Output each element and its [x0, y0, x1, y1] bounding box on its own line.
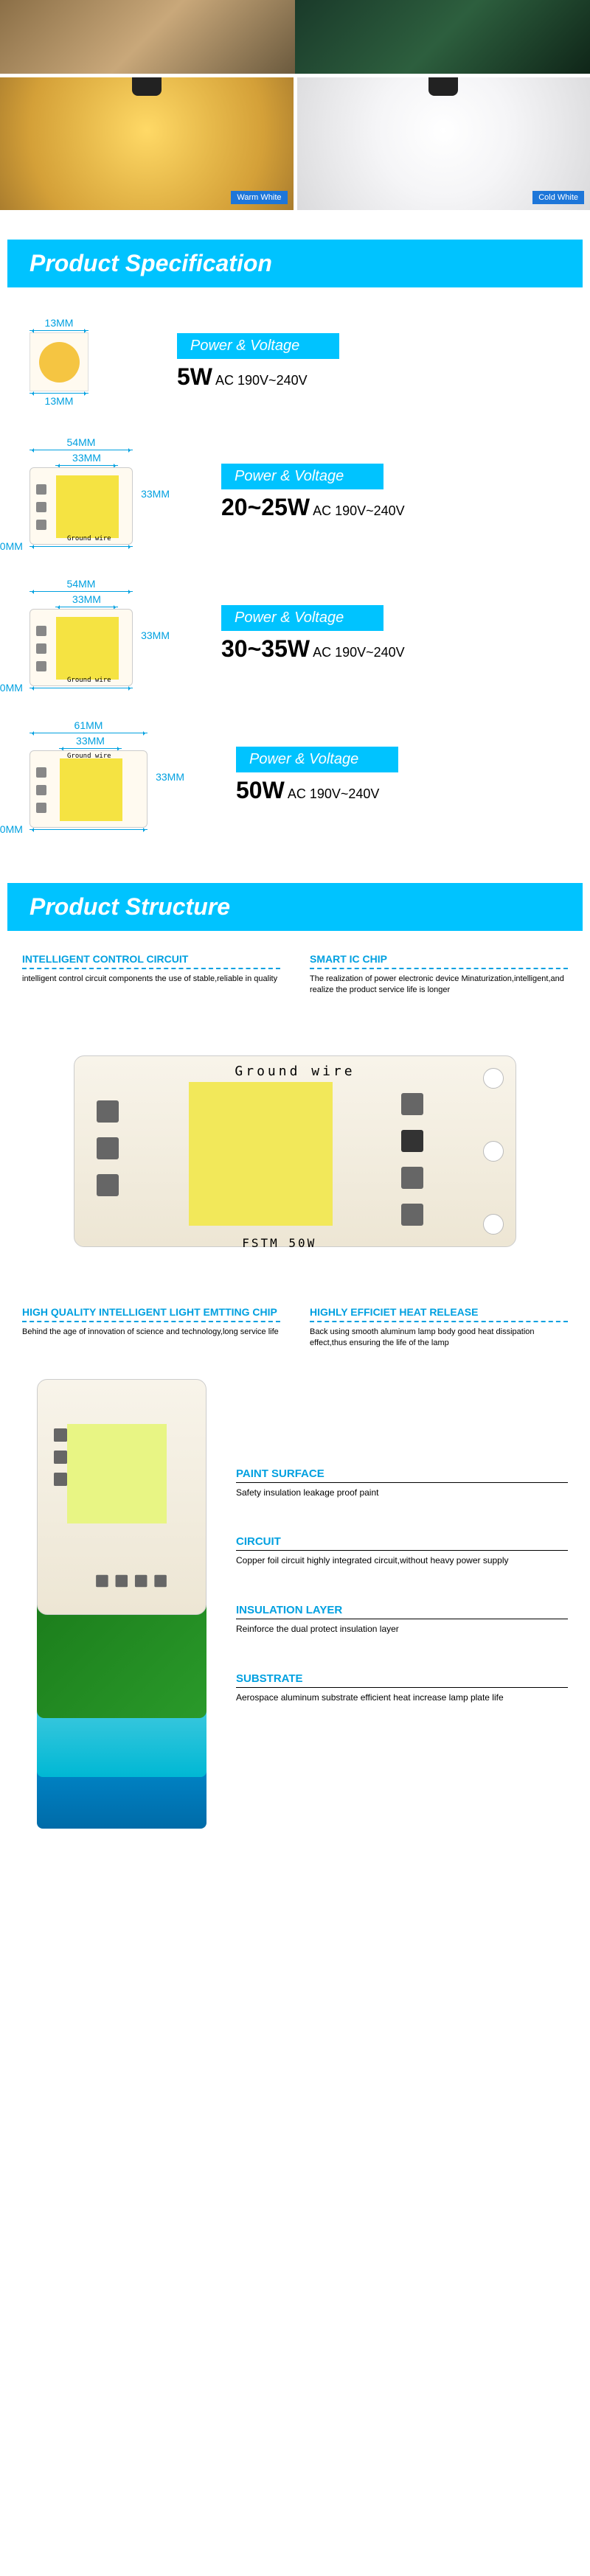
pv-header: Power & Voltage: [221, 605, 384, 631]
layer-title: CIRCUIT: [236, 1535, 568, 1551]
layer-labels: PAINT SURFACE Safety insulation leakage …: [236, 1379, 568, 1829]
dim-height: 13MM: [45, 395, 74, 407]
lamp-icon: [428, 77, 458, 96]
callout-text: Back using smooth aluminum lamp body goo…: [310, 1327, 568, 1350]
callouts-bottom: HIGH QUALITY INTELLIGENT LIGHT EMTTING C…: [0, 1306, 590, 1350]
dim-inner-w: 33MM: [72, 452, 101, 464]
callout-title: HIGH QUALITY INTELLIGENT LIGHT EMTTING C…: [22, 1306, 280, 1322]
callouts-top: INTELLIGENT CONTROL CIRCUIT intelligent …: [0, 953, 590, 996]
layer-substrate: SUBSTRATE Aerospace aluminum substrate e…: [236, 1672, 568, 1704]
dim-outer-w: 54MM: [67, 578, 96, 590]
chip-35w-diagram: 54MM 33MM Ground wire 33MM 40MM: [30, 578, 133, 690]
dim-inner-h: 33MM: [156, 771, 184, 783]
power-voltage-35w: Power & Voltage 30~35W AC 190V~240V: [162, 605, 560, 663]
cold-white-label: Cold White: [532, 191, 584, 204]
hero-bridge: [0, 0, 295, 74]
callout-smart-ic: SMART IC CHIP The realization of power e…: [310, 953, 568, 996]
warm-white-panel: Warm White: [0, 77, 294, 210]
dim-outer-w: 54MM: [67, 436, 96, 448]
pv-header: Power & Voltage: [236, 747, 398, 772]
spec-row-35w: 54MM 33MM Ground wire 33MM 40MM Power & …: [0, 570, 590, 712]
layer-title: PAINT SURFACE: [236, 1467, 568, 1483]
spec-row-25w: 54MM 33MM Ground wire 33MM 40MM Power & …: [0, 429, 590, 570]
dim-outer-h: 40MM: [0, 823, 23, 835]
dim-inner-w: 33MM: [72, 593, 101, 605]
ground-wire-text: Ground wire: [67, 753, 111, 760]
model-label: FSTM 50W: [242, 1236, 316, 1250]
power-voltage-50w: Power & Voltage 50W AC 190V~240V: [177, 747, 560, 804]
layer-circuit: CIRCUIT Copper foil circuit highly integ…: [236, 1535, 568, 1567]
callout-title: SMART IC CHIP: [310, 953, 568, 969]
dim-outer-h: 40MM: [0, 540, 23, 552]
color-temperature-row: Warm White Cold White: [0, 77, 590, 210]
callout-heat-release: HIGHLY EFFICIET HEAT RELEASE Back using …: [310, 1306, 568, 1350]
layer-text: Copper foil circuit highly integrated ci…: [236, 1554, 568, 1567]
dim-width: 13MM: [45, 317, 74, 329]
power-value: 50W: [236, 777, 285, 803]
structure-chip-image: Ground wire FSTM 50W: [0, 996, 590, 1306]
layer-text: Safety insulation leakage proof paint: [236, 1487, 568, 1499]
layers-visual: [22, 1379, 214, 1829]
chip-50w-diagram: 61MM 33MM Ground wire 33MM 40MM: [30, 719, 148, 831]
voltage-value: AC 190V~240V: [288, 786, 380, 801]
layers-section: PAINT SURFACE Safety insulation leakage …: [0, 1350, 590, 1873]
spec-row-5w: 13MM 13MM Power & Voltage 5W AC 190V~240…: [0, 310, 590, 429]
chip-medium: Ground wire: [30, 467, 133, 545]
dim-inner-w: 33MM: [76, 735, 105, 747]
callout-title: INTELLIGENT CONTROL CIRCUIT: [22, 953, 280, 969]
power-voltage-5w: Power & Voltage 5W AC 190V~240V: [118, 333, 560, 391]
pv-header: Power & Voltage: [177, 333, 339, 359]
dim-inner-h: 33MM: [141, 488, 170, 500]
power-value: 20~25W: [221, 494, 310, 520]
lamp-icon: [132, 77, 162, 96]
layer-title: SUBSTRATE: [236, 1672, 568, 1688]
dim-outer-h: 40MM: [0, 682, 23, 694]
dim-inner-h: 33MM: [141, 629, 170, 641]
hero-garden: [295, 0, 590, 74]
callout-control-circuit: INTELLIGENT CONTROL CIRCUIT intelligent …: [22, 953, 280, 996]
hero-images: [0, 0, 590, 74]
power-value: 5W: [177, 363, 212, 390]
ground-wire-text: Ground wire: [67, 677, 111, 684]
callout-title: HIGHLY EFFICIET HEAT RELEASE: [310, 1306, 568, 1322]
power-value: 30~35W: [221, 635, 310, 662]
voltage-value: AC 190V~240V: [215, 373, 308, 388]
chip-5w-diagram: 13MM 13MM: [30, 317, 88, 407]
pv-header: Power & Voltage: [221, 464, 384, 489]
warm-white-label: Warm White: [231, 191, 287, 204]
callout-text: intelligent control circuit components t…: [22, 974, 280, 985]
dim-outer-w: 61MM: [74, 719, 103, 731]
callout-emitting-chip: HIGH QUALITY INTELLIGENT LIGHT EMTTING C…: [22, 1306, 280, 1350]
layer-title: INSULATION LAYER: [236, 1604, 568, 1619]
callout-text: Behind the age of innovation of science …: [22, 1327, 280, 1338]
callout-text: The realization of power electronic devi…: [310, 974, 568, 996]
layer-insulation: INSULATION LAYER Reinforce the dual prot…: [236, 1604, 568, 1636]
power-voltage-25w: Power & Voltage 20~25W AC 190V~240V: [162, 464, 560, 521]
voltage-value: AC 190V~240V: [313, 645, 405, 660]
ground-wire-text: Ground wire: [67, 535, 111, 542]
layer-text: Aerospace aluminum substrate efficient h…: [236, 1692, 568, 1704]
cold-white-panel: Cold White: [297, 77, 590, 210]
ground-wire-label: Ground wire: [235, 1064, 355, 1079]
voltage-value: AC 190V~240V: [313, 503, 405, 518]
structure-section-header: Product Structure: [7, 883, 583, 931]
spec-row-50w: 61MM 33MM Ground wire 33MM 40MM Power & …: [0, 712, 590, 854]
layer-paint: PAINT SURFACE Safety insulation leakage …: [236, 1467, 568, 1499]
layer-text: Reinforce the dual protect insulation la…: [236, 1623, 568, 1636]
chip-medium: Ground wire: [30, 609, 133, 686]
spec-section-header: Product Specification: [7, 240, 583, 287]
chip-5w: [30, 332, 88, 391]
chip-large: Ground wire: [30, 750, 148, 828]
chip-25w-diagram: 54MM 33MM Ground wire 33MM 40MM: [30, 436, 133, 548]
